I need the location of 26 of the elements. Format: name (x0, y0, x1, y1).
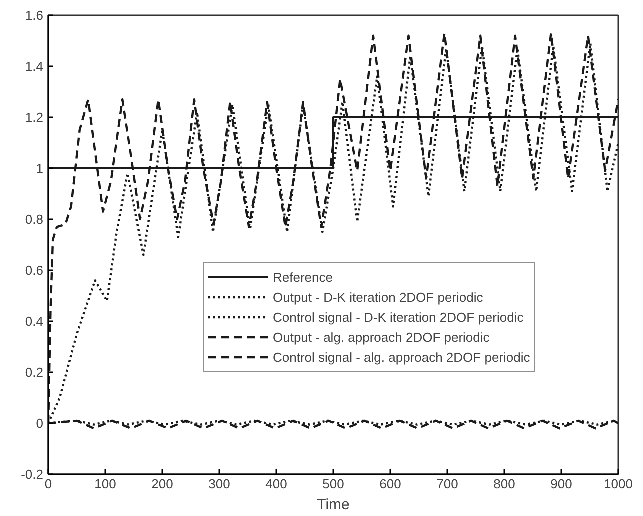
y-tick-label: 1 (36, 161, 44, 176)
x-tick-label: 100 (94, 476, 116, 492)
y-tick-label: 0.6 (25, 263, 44, 278)
x-axis-title: Time (317, 496, 350, 514)
legend-label: Reference (273, 270, 333, 284)
x-tick-label: 400 (266, 476, 288, 492)
y-tick-label: -0.2 (21, 467, 44, 482)
x-tick-label: 1000 (604, 476, 633, 492)
legend-label: Output - D-K iteration 2DOF periodic (273, 290, 484, 304)
x-tick-label: 700 (436, 476, 458, 492)
x-tick-label: 900 (550, 476, 572, 492)
x-tick-label: 800 (494, 476, 516, 492)
legend-label: Output - alg. approach 2DOF periodic (273, 330, 490, 344)
y-tick-label: 1.4 (25, 59, 44, 74)
y-tick-label: 1.6 (25, 8, 44, 23)
x-tick-label: 300 (208, 476, 230, 492)
y-tick-label: 1.2 (25, 110, 44, 125)
y-tick-label: 0.8 (25, 212, 44, 227)
x-tick-label: 500 (322, 476, 344, 492)
x-tick-label: 200 (152, 476, 174, 492)
x-tick-label: 600 (380, 476, 402, 492)
y-tick-label: 0 (36, 416, 44, 431)
legend-label: Control signal - D-K iteration 2DOF periodic (273, 310, 524, 324)
legend-label: Control signal - alg. approach 2DOF periodic (273, 350, 530, 364)
y-tick-label: 0.4 (25, 314, 44, 329)
y-tick-label: 0.2 (25, 365, 44, 380)
